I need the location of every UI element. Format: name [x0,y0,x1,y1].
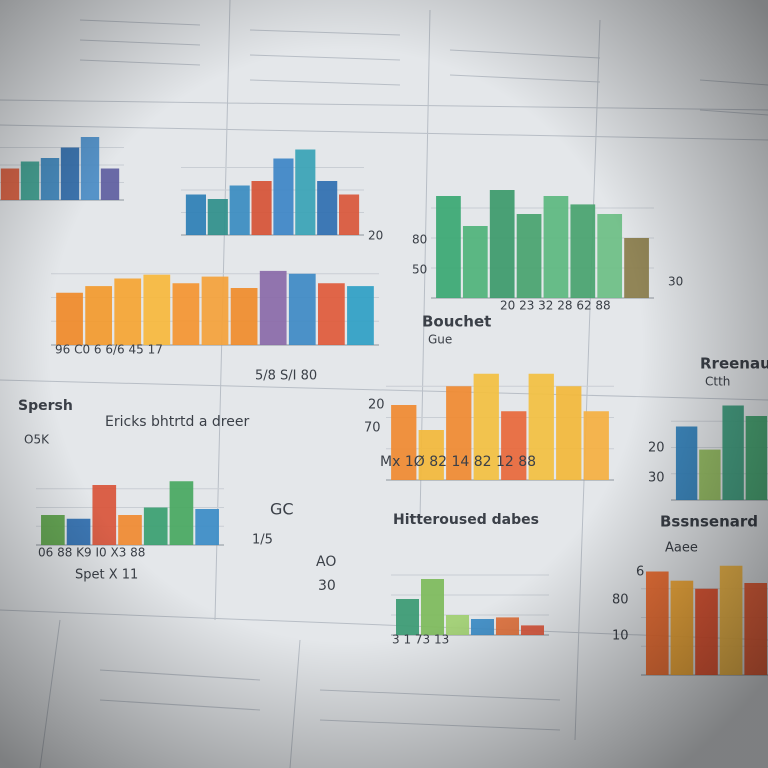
scene: 2080503020 23 32 28 62 8896 C0 6 6/6 45 … [0,0,768,768]
vignette [0,0,768,768]
page: {"panels": [ {"texts": [], "bars": [ {"v… [0,0,768,768]
